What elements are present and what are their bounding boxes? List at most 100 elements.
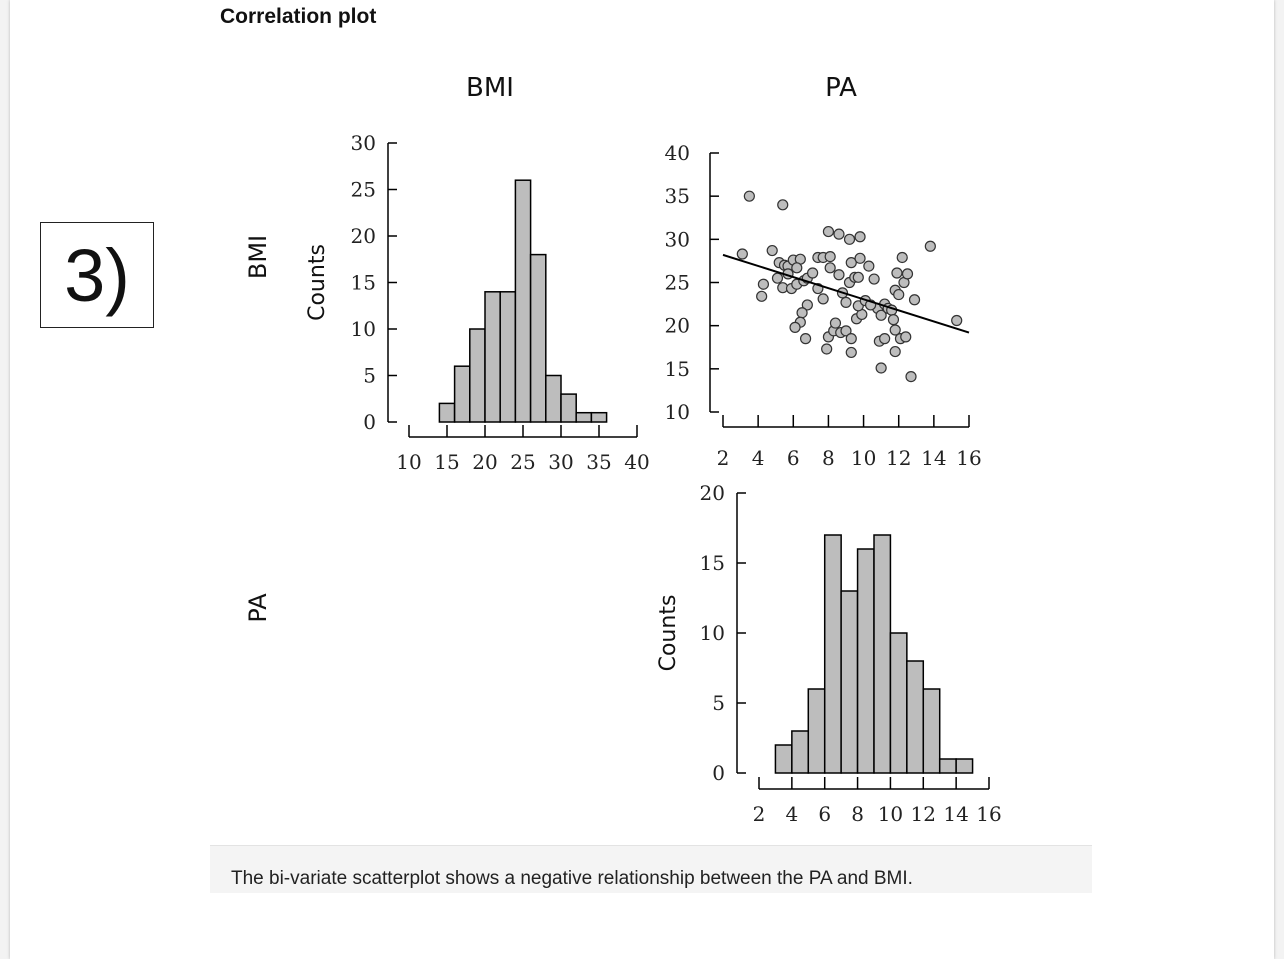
bmi-histogram-x-axis-tick-label: 25 (510, 450, 535, 474)
scatter-x-axis-tick-label: 12 (886, 446, 911, 470)
histogram-bar (823, 534, 842, 774)
scatter-point (821, 343, 833, 355)
bmi-histogram-x-axis-tick-label: 40 (624, 450, 649, 474)
row-label-pa: PA (244, 593, 272, 623)
pa-histogram-y-axis-tick-label: 15 (700, 551, 725, 575)
scatter-point (905, 371, 917, 383)
scatter-point (743, 190, 755, 202)
bmi-histogram-y-label: Counts (305, 244, 330, 321)
histogram-bar (453, 365, 471, 423)
scatter-point (845, 346, 857, 359)
pa-histogram-x-axis-tick-label: 2 (753, 802, 766, 826)
pa-histogram-y-axis-tick-label: 5 (712, 691, 725, 715)
scatter-point (893, 288, 905, 301)
scatter-y-axis-tick-label: 20 (665, 314, 690, 338)
bmi-histogram-x-axis-tick-label: 10 (396, 450, 421, 474)
scatter-point (833, 269, 845, 281)
scatter-point (833, 228, 845, 240)
scatter-point (801, 299, 813, 311)
scatter-point (891, 267, 903, 279)
column-label-pa: PA (825, 73, 857, 103)
pa-histogram-x-axis-tick-label: 4 (785, 802, 798, 826)
scatter-y-axis-tick-label: 25 (665, 271, 690, 295)
histogram-bar (856, 548, 875, 774)
histogram-bar (469, 328, 486, 423)
bmi-histogram-y-axis-tick-label: 20 (351, 224, 376, 248)
scatter-x-axis-tick-label: 10 (851, 446, 876, 470)
pa-histogram-y-axis-tick-label: 10 (700, 621, 725, 645)
bmi-histogram-y-axis-tick-label: 30 (351, 131, 376, 155)
scatter-point (822, 225, 835, 238)
pa-histogram-x-axis-tick-label: 8 (851, 802, 864, 826)
page: Correlation plot 3) The bi-variate scatt… (10, 0, 1274, 959)
scatter-point (771, 272, 784, 284)
scatter-point (854, 252, 866, 264)
scatter-point (796, 307, 808, 319)
scatter-point (924, 240, 936, 252)
scatter-point (901, 268, 914, 280)
row-label-bmi: BMI (244, 235, 272, 279)
histogram-bar (922, 688, 941, 774)
bmi-histogram-x-axis-tick-label: 20 (472, 450, 497, 474)
scatter-y-axis-tick-label: 35 (665, 184, 690, 208)
histogram-bar (840, 590, 859, 774)
scatter-point (807, 267, 819, 279)
histogram-bar (575, 411, 593, 423)
scatter-point (896, 251, 908, 264)
histogram-bar (774, 744, 793, 774)
pa-histogram-x-axis-tick-label: 10 (878, 802, 903, 826)
scatter-x-axis-tick-label: 4 (752, 446, 765, 470)
histogram-bar (529, 253, 547, 423)
scatter-point (875, 362, 887, 374)
pa-histogram-y-label: Counts (656, 595, 681, 672)
scatter-point (799, 333, 812, 345)
histogram-bar (560, 393, 577, 423)
pa-histogram-x-axis-tick-label: 12 (911, 802, 936, 826)
pa-bmi-scatter: 10 15 20 25 30 35 40 2 4 6 8 10 12 14 16 (665, 141, 982, 470)
histogram-bar (938, 758, 957, 774)
question-number-box: 3) (40, 222, 154, 328)
scatter-point (766, 244, 778, 257)
pa-histogram-x-axis-tick-label: 6 (818, 802, 831, 826)
scatter-point (868, 273, 880, 285)
histogram-bar (906, 660, 925, 774)
histogram-bar (499, 291, 517, 423)
bmi-histogram-y-axis-tick-label: 10 (351, 317, 376, 341)
scatter-point (791, 262, 803, 274)
histogram-bar (955, 758, 974, 774)
regression-line (722, 253, 970, 334)
scatter-y-axis-tick-label: 30 (665, 227, 690, 251)
scatter-point (854, 231, 866, 243)
scatter-point (789, 321, 801, 333)
scatter-x-axis-tick-label: 6 (787, 446, 800, 470)
bmi-histogram-x-axis-tick-label: 15 (434, 450, 459, 474)
scatter-point (889, 324, 901, 336)
histogram-bar (484, 291, 501, 423)
scatter-point (845, 333, 857, 345)
bmi-histogram-y-axis-tick-label: 0 (363, 410, 376, 434)
scatter-point (887, 314, 900, 326)
scatter-y-axis-tick-label: 40 (665, 141, 690, 165)
scatter-point (879, 333, 891, 345)
histogram-bar (791, 730, 810, 774)
scatter-point (824, 251, 836, 263)
histogram-bar (545, 374, 562, 423)
histogram-bar (514, 179, 532, 423)
histogram-bar (889, 632, 908, 774)
scatter-point (817, 293, 829, 305)
scatter-point (777, 199, 789, 211)
scatter-point (845, 257, 857, 269)
histogram-bar (807, 688, 826, 774)
bmi-histogram-x-axis-tick-label: 30 (548, 450, 573, 474)
bmi-histogram-y-axis-tick-label: 5 (363, 364, 376, 388)
scatter-point (900, 331, 912, 343)
scatter-x-axis-tick-label: 8 (822, 446, 835, 470)
scatter-x-axis-tick-label: 2 (717, 446, 730, 470)
scatter-y-axis-tick-label: 15 (665, 357, 690, 381)
scatter-y-axis-tick-label: 10 (665, 400, 690, 424)
scatter-point (736, 248, 748, 260)
scatter-point (852, 271, 864, 283)
scatter-point (863, 260, 875, 272)
scatter-point (840, 296, 852, 308)
